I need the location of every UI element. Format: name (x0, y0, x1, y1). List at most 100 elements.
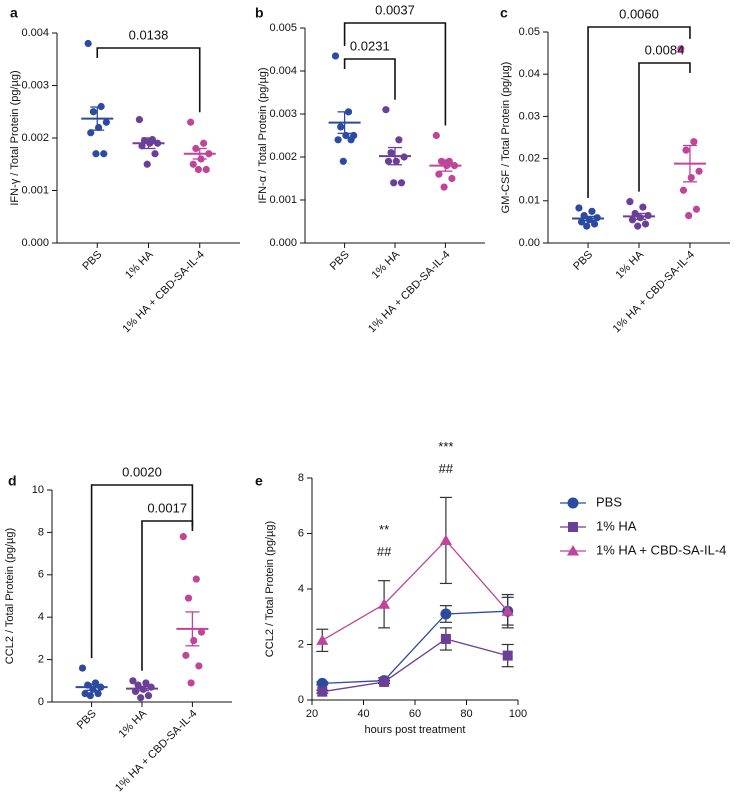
data-point (384, 157, 393, 165)
y-tick-label: 0.001 (21, 184, 49, 196)
y-tick-label: 0.000 (21, 237, 49, 249)
data-point (580, 211, 588, 220)
y-tick-label: 0.00 (519, 237, 540, 249)
p-value: 0.0231 (350, 38, 390, 53)
data-point (317, 686, 328, 697)
data-point (634, 222, 642, 230)
y-tick-label: 0.001 (269, 194, 297, 206)
data-point (337, 123, 345, 131)
data-point (435, 170, 443, 178)
y-tick-label: 2 (38, 654, 44, 666)
data-point (382, 106, 390, 114)
data-point (679, 186, 688, 194)
data-point (448, 174, 456, 183)
data-point (151, 150, 159, 158)
x-tick-label: 1% HA (116, 707, 149, 740)
data-point (86, 692, 94, 700)
data-point (687, 173, 695, 182)
legend-marker (567, 545, 579, 556)
data-point (339, 157, 347, 165)
data-point (92, 150, 100, 158)
data-point (390, 179, 398, 187)
y-axis-label: CCL2 / Total Protein (pg/µg) (264, 521, 276, 657)
data-point (100, 150, 108, 158)
data-point (137, 694, 145, 702)
significance-bracket (96, 47, 201, 113)
panel-label: c (500, 5, 508, 21)
panel-label: a (10, 5, 18, 21)
data-point (432, 131, 440, 140)
data-point (190, 636, 198, 645)
y-tick-label: 4 (298, 583, 304, 595)
p-value: 0.0084 (645, 42, 685, 57)
y-tick-label: 0.02 (519, 153, 540, 165)
data-point (439, 534, 452, 545)
data-point (583, 222, 591, 230)
data-point (316, 634, 329, 645)
significance-mark: ## (377, 544, 392, 559)
p-value: 0.0138 (129, 27, 169, 42)
series-line (321, 539, 509, 641)
data-point (179, 533, 187, 541)
y-axis-label: CCL2 / Total Protein (pg/µg) (4, 528, 16, 664)
p-value: 0.0060 (619, 6, 659, 21)
y-tick-label: 0 (38, 696, 44, 708)
data-point (379, 676, 390, 687)
x-axis-label: hours post treatment (365, 724, 466, 736)
legend-label: 1% HA + CBD-SA-IL-4 (596, 542, 726, 557)
data-point (187, 118, 195, 126)
data-point (636, 214, 644, 222)
y-tick-label: 0.003 (21, 79, 49, 91)
x-tick-label: 100 (509, 708, 527, 720)
data-point (692, 205, 701, 213)
y-tick-label: 0 (298, 694, 304, 706)
significance-mark: ## (439, 461, 454, 476)
data-point (690, 138, 698, 146)
data-point (626, 198, 634, 206)
data-point (102, 118, 110, 126)
y-tick-label: 0.004 (269, 65, 297, 77)
data-point (182, 651, 190, 659)
data-point (194, 165, 203, 174)
significance-bracket (638, 62, 691, 192)
data-point (202, 165, 210, 174)
series-line (322, 610, 508, 684)
data-point (189, 160, 197, 168)
significance-bracket (141, 520, 194, 671)
data-point (197, 628, 206, 636)
data-point (142, 679, 150, 687)
y-tick-label: 0.01 (519, 195, 540, 207)
p-value: 0.0037 (375, 2, 415, 17)
y-tick-label: 8 (38, 526, 44, 538)
data-point (91, 679, 100, 687)
x-tick-label: PBS (328, 249, 352, 273)
data-point (94, 689, 102, 698)
data-point (334, 136, 342, 144)
data-point (135, 116, 143, 124)
data-point (695, 167, 703, 175)
data-point (440, 633, 451, 644)
data-point (378, 598, 391, 609)
data-point (685, 211, 693, 220)
significance-bracket (343, 22, 447, 126)
data-point (588, 207, 596, 215)
data-point (84, 39, 92, 48)
x-tick-label: 1% HA (123, 248, 156, 281)
data-point (590, 220, 599, 228)
legend-label: PBS (596, 494, 622, 509)
significance-mark: ** (379, 522, 389, 537)
p-value: 0.0020 (122, 464, 162, 479)
x-tick-label: PBS (80, 249, 104, 273)
data-point (144, 692, 153, 700)
data-point (395, 136, 403, 144)
y-tick-label: 0.04 (519, 68, 540, 80)
y-axis-label: IFN-γ / Total Protein (pg/µg) (9, 70, 21, 205)
x-tick-label: 40 (357, 708, 369, 720)
data-point (392, 157, 400, 165)
data-point (682, 146, 690, 154)
data-point (129, 677, 137, 685)
data-point (192, 575, 200, 583)
data-point (331, 52, 340, 60)
data-point (639, 203, 647, 211)
